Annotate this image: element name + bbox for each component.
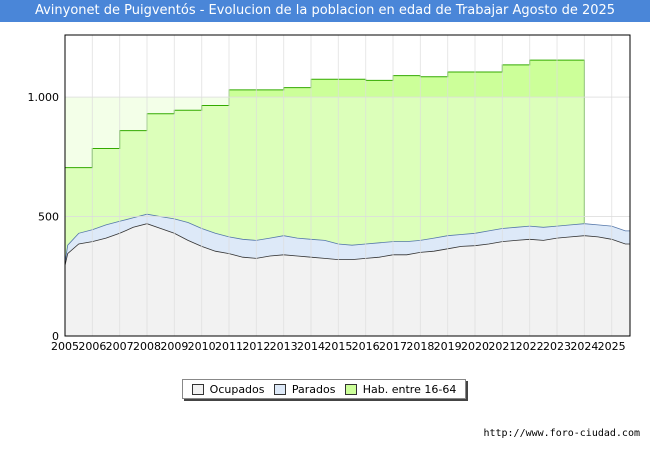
series-line-parados [64,213,630,264]
x-tick-label-2008: 2008 [133,340,161,353]
x-tick-label-2013: 2013 [270,340,298,353]
legend-swatch-ocupados [191,383,204,395]
chart-area: FORO-CIUDAD.COM05001.0002005200620072008… [28,34,631,353]
x-tick-label-2021: 2021 [488,340,516,353]
x-tick-label-2022: 2022 [516,340,544,353]
legend-item-hab: Hab. entre 16-64 [344,382,457,396]
x-tick-label-2010: 2010 [188,340,216,353]
x-tick-label-2005: 2005 [51,340,79,353]
series-area-ocupados [65,223,630,336]
x-tick-label-2014: 2014 [297,340,325,353]
legend-label-parados: Parados [291,382,336,396]
x-tick-label-2015: 2015 [324,340,352,353]
chart-title: Avinyonet de Puigventós - Evolucion de l… [0,0,650,22]
y-tick-label-0: 0 [52,330,59,343]
x-tick-label-2016: 2016 [352,340,380,353]
x-tick-label-2018: 2018 [406,340,434,353]
x-tick-label-2017: 2017 [379,340,407,353]
legend-swatch-hab [344,383,357,395]
source-link[interactable]: http://www.foro-ciudad.com [483,428,640,439]
legend-item-ocupados: Ocupados [191,382,265,396]
x-tick-label-2007: 2007 [106,340,134,353]
x-tick-label-2024: 2024 [570,340,598,353]
legend-swatch-parados [273,383,286,395]
plot-border [64,34,631,337]
y-tick-label-1000: 1.000 [28,91,60,104]
legend-label-hab: Hab. entre 16-64 [362,382,457,396]
x-tick-label-2019: 2019 [434,340,462,353]
x-tick-label-2006: 2006 [78,340,106,353]
legend: Ocupados Parados Hab. entre 16-64 [182,379,466,399]
legend-item-parados: Parados [273,382,336,396]
legend-label-ocupados: Ocupados [209,382,265,396]
x-tick-label-2009: 2009 [160,340,188,353]
x-tick-label-2011: 2011 [215,340,243,353]
x-tick-label-2023: 2023 [543,340,571,353]
x-tick-label-2012: 2012 [242,340,270,353]
series-line-ocupados [64,223,630,266]
y-tick-label-500: 500 [38,211,59,224]
x-tick-label-2020: 2020 [461,340,489,353]
x-tick-label-2025: 2025 [598,340,626,353]
